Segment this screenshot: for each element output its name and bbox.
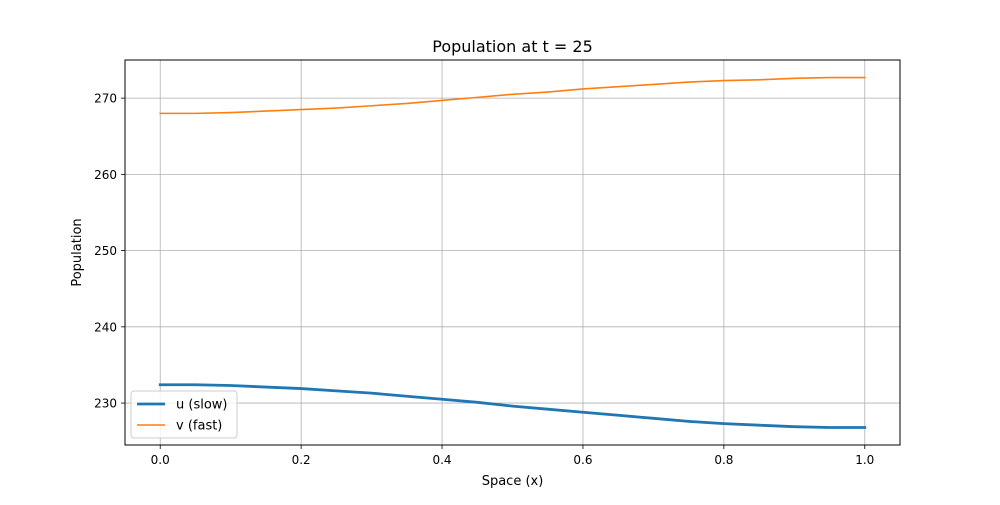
legend: u (slow) v (fast) [130,390,238,439]
y-tick-label: 240 [94,320,117,334]
x-tick-label: 0.2 [292,453,311,467]
x-tick-label: 0.4 [432,453,451,467]
plot-frame [124,59,901,446]
x-tick-label: 1.0 [855,453,874,467]
tick-layer: 0.0 0.2 0.4 0.6 0.8 1.0 230 240 250 260 270 [94,92,874,467]
grid-layer [125,60,900,445]
series-layer [158,76,867,429]
series-line-v [159,76,866,115]
y-tick-label: 230 [94,397,117,411]
series-line-u [158,383,867,429]
x-tick-label: 0.0 [151,453,170,467]
y-tick-label: 250 [94,244,117,258]
x-tick-label: 0.8 [714,453,733,467]
legend-label-v: v (fast) [176,419,222,434]
chart-title: Population at t = 25 [432,37,593,56]
x-tick-label: 0.6 [573,453,592,467]
legend-label-u: u (slow) [176,398,228,413]
x-axis-label: Space (x) [482,474,544,489]
y-axis-label: Population [70,218,85,286]
y-tick-label: 260 [94,168,117,182]
y-tick-label: 270 [94,92,117,106]
